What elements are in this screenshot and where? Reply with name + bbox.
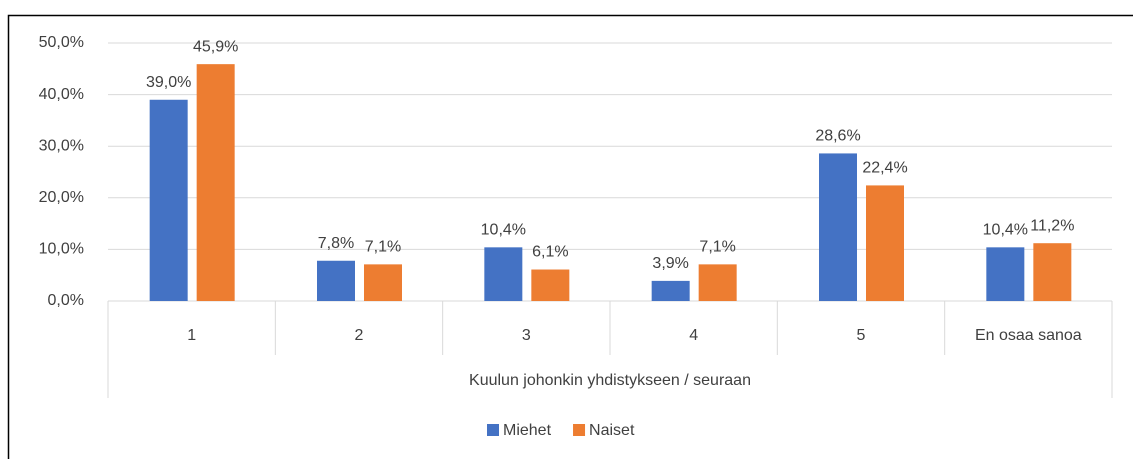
bar [651,280,690,301]
y-tick-label: 20,0% [39,189,84,206]
bar [1033,243,1072,301]
data-label: 7,1% [699,239,735,256]
y-tick-label: 10,0% [39,241,84,258]
data-label: 45,9% [193,38,238,55]
data-label: 7,8% [318,235,354,252]
y-tick-label: 40,0% [39,86,84,103]
bar [317,260,355,301]
x-tick-label: 3 [522,327,531,344]
bar [531,269,570,301]
bar [866,185,904,301]
data-label: 6,1% [532,244,568,261]
bar [986,247,1025,301]
legend-swatch [573,424,586,436]
bar [484,247,523,301]
x-tick-label: 4 [689,327,698,344]
data-label: 28,6% [815,128,860,145]
legend-label: Miehet [503,422,552,439]
bar [364,264,402,301]
x-axis-title: Kuulun johonkin yhdistykseen / seuraan [469,372,751,389]
data-label: 10,4% [983,222,1028,239]
data-label: 11,2% [1030,217,1074,234]
data-label: 39,0% [146,74,191,91]
data-label: 10,4% [481,222,526,239]
bar [149,99,188,301]
chart-frame [7,14,1133,459]
data-label: 7,1% [365,239,401,256]
y-tick-label: 0,0% [48,292,84,309]
y-tick-label: 50,0% [39,34,84,51]
data-label: 3,9% [652,255,688,272]
x-tick-label: 2 [355,327,364,344]
bar [698,264,737,301]
y-tick-label: 30,0% [39,137,84,154]
x-tick-label: 1 [187,327,196,344]
x-tick-label: En osaa sanoa [975,327,1082,344]
legend-swatch [487,424,499,436]
x-tick-label: 5 [857,327,866,344]
bar [196,64,235,301]
data-label: 22,4% [862,160,907,177]
legend-label: Naiset [589,422,635,439]
bar [819,153,857,301]
